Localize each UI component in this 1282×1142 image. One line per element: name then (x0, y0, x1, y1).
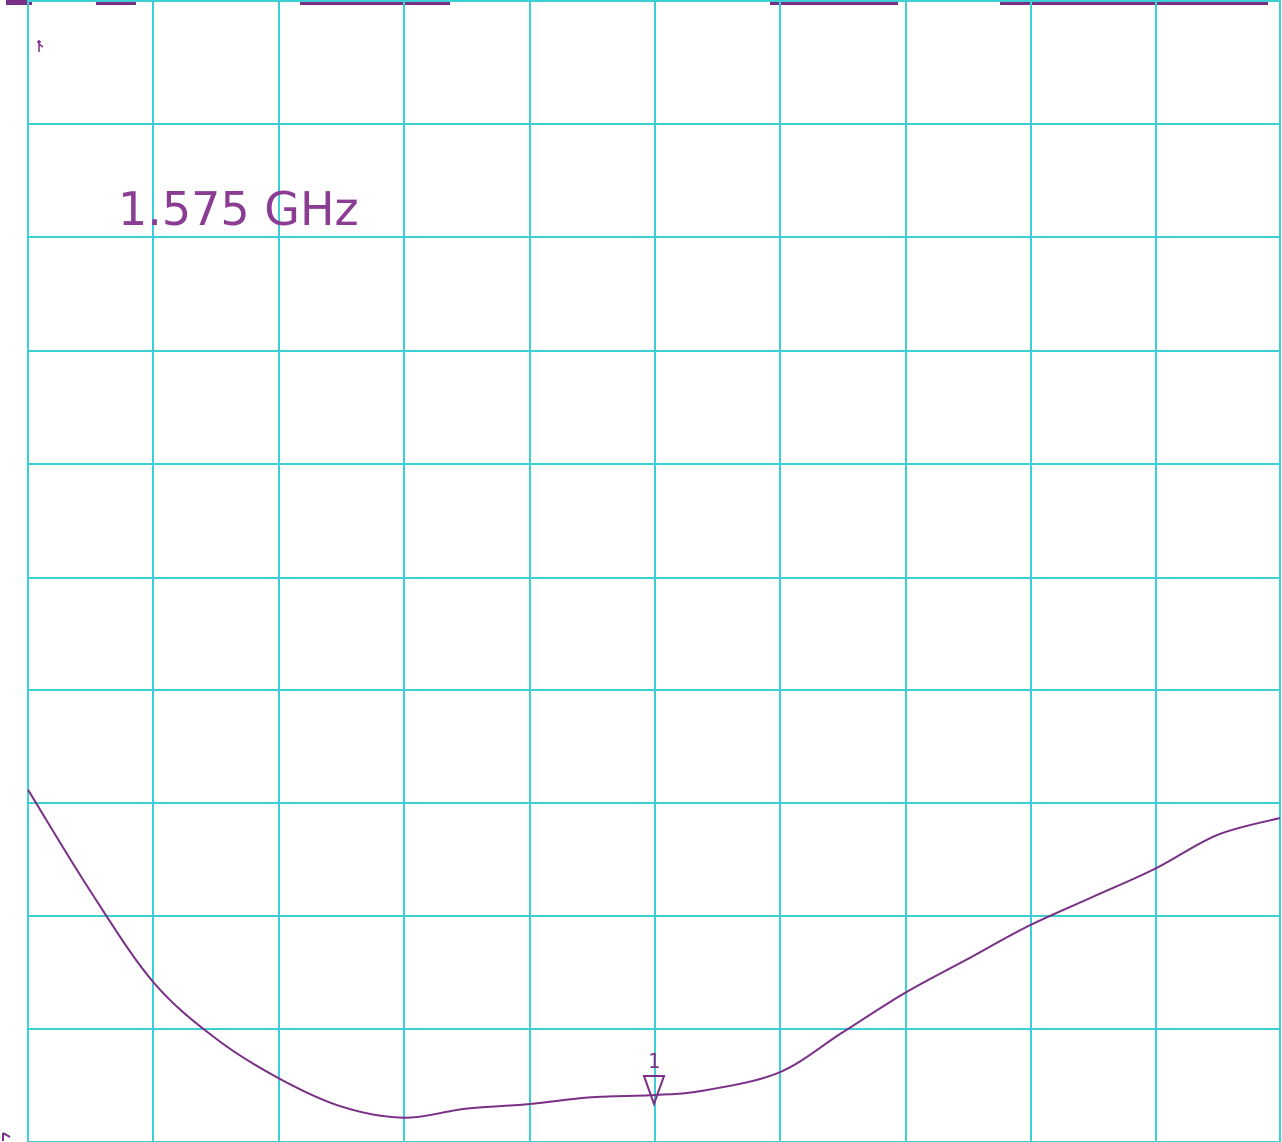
trace-layer (27, 789, 1281, 1119)
reference-arrow-icon (2, 1132, 11, 1141)
header-fragment-5 (1000, 0, 1268, 5)
header-fragment-1 (6, 0, 32, 5)
marker-1-label: 1 (648, 1049, 660, 1073)
header-fragment-4 (770, 0, 898, 5)
frequency-annotation: 1.575 GHz (118, 182, 359, 236)
marker-layer: 1 (642, 1049, 666, 1107)
marker-1-triangle (642, 1075, 666, 1107)
header-fragment-3 (300, 0, 450, 5)
chart-grid (27, 0, 1281, 1142)
header-fragments (6, 0, 1268, 5)
trace-status-icon (37, 40, 44, 52)
measurement-trace (27, 789, 1281, 1119)
header-fragment-2 (96, 0, 136, 5)
